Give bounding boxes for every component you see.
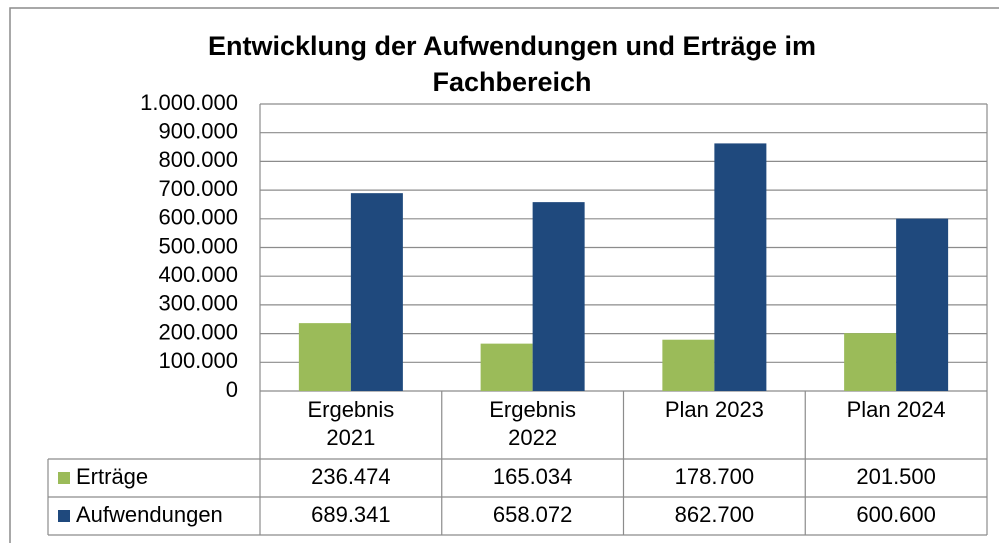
legend-key bbox=[58, 472, 70, 484]
data-label: 600.600 bbox=[856, 502, 936, 527]
bar bbox=[350, 193, 403, 391]
y-tick-label: 200.000 bbox=[158, 319, 238, 344]
data-label: 201.500 bbox=[856, 464, 936, 489]
x-tick-label: Plan 2024 bbox=[847, 397, 946, 422]
bar bbox=[662, 339, 715, 391]
y-tick-label: 500.000 bbox=[158, 233, 238, 258]
bar bbox=[532, 202, 585, 391]
y-tick-label: 900.000 bbox=[158, 119, 238, 144]
bar bbox=[298, 323, 351, 391]
y-tick-label: 700.000 bbox=[158, 176, 238, 201]
x-tick-label: Plan 2023 bbox=[665, 397, 764, 422]
y-tick-label: 800.000 bbox=[158, 147, 238, 172]
y-tick-label: 100.000 bbox=[158, 348, 238, 373]
y-tick-label: 300.000 bbox=[158, 291, 238, 316]
data-label: 165.034 bbox=[493, 464, 573, 489]
legend-label: Aufwendungen bbox=[76, 502, 223, 527]
y-tick-label: 600.000 bbox=[158, 205, 238, 230]
x-tick-label: Ergebnis 2022 bbox=[489, 397, 576, 450]
legend-key bbox=[58, 510, 70, 522]
y-tick-label: 400.000 bbox=[158, 262, 238, 287]
bar bbox=[480, 343, 533, 391]
y-tick-label: 1.000.000 bbox=[140, 90, 238, 115]
data-label: 178.700 bbox=[675, 464, 755, 489]
legend-label: Erträge bbox=[76, 464, 148, 489]
chart-title: Entwicklung der Aufwendungen und Erträge… bbox=[208, 31, 816, 97]
bar bbox=[896, 218, 949, 391]
chart-frame bbox=[9, 7, 999, 543]
data-label: 658.072 bbox=[493, 502, 573, 527]
bar bbox=[844, 333, 897, 391]
data-label: 862.700 bbox=[675, 502, 755, 527]
y-tick-label: 0 bbox=[226, 377, 238, 402]
data-label: 689.341 bbox=[311, 502, 391, 527]
x-tick-label: Ergebnis 2021 bbox=[307, 397, 394, 450]
data-label: 236.474 bbox=[311, 464, 391, 489]
bar bbox=[714, 143, 767, 391]
